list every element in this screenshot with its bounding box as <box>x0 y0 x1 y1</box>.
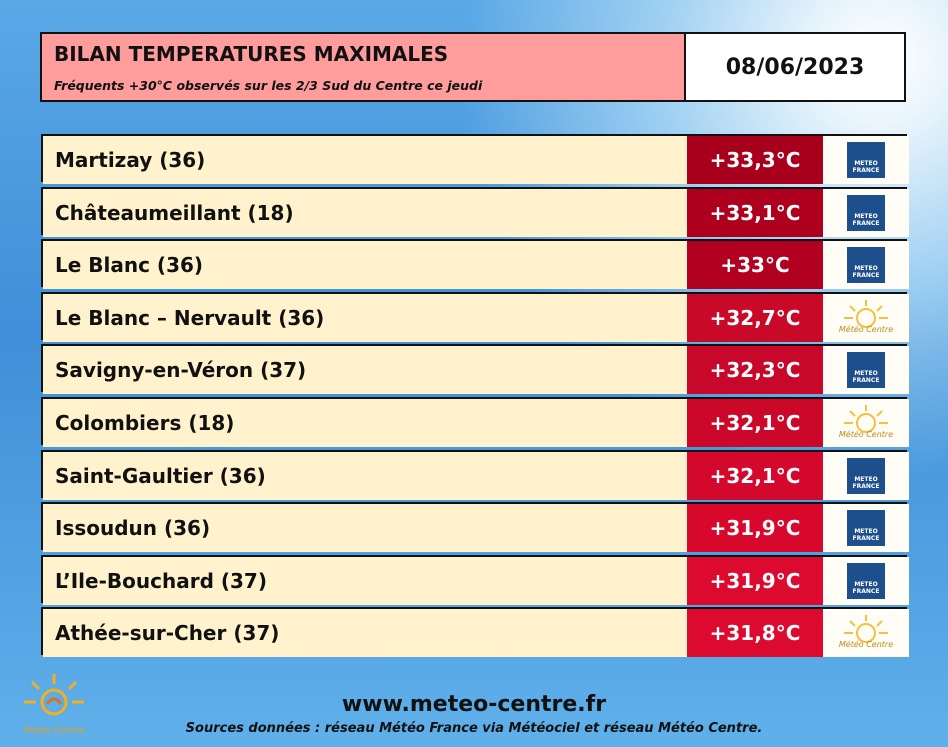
station: Le Blanc (36) <box>43 241 699 290</box>
source-logo: METEO FRANCE <box>823 136 909 184</box>
meteo-france-logo: METEO FRANCE <box>847 352 885 389</box>
source-logo: METEO FRANCE <box>823 451 909 500</box>
temperature: +33,3°C <box>687 136 823 184</box>
source-logo: METEO FRANCE <box>823 241 909 290</box>
sun-icon <box>24 674 84 716</box>
meteo-france-logo: METEO FRANCE <box>847 194 885 231</box>
source-logo: Météo Centre <box>823 609 909 658</box>
temperature: +31,8°C <box>687 609 823 658</box>
station: Saint-Gaultier (36) <box>43 451 699 500</box>
row: Le Blanc (36) +33°C METEO FRANCE <box>41 239 909 290</box>
meteo-france-logo: METEO FRANCE <box>847 562 885 599</box>
sun-icon <box>844 405 888 433</box>
meteo-france-logo: METEO FRANCE <box>847 247 885 284</box>
station: Issoudun (36) <box>43 504 699 553</box>
temperature: +31,9°C <box>687 504 823 553</box>
meteo-centre-logo: Météo Centre <box>836 613 896 653</box>
logo-text: Météo Centre <box>838 430 894 439</box>
source-logo: Météo Centre <box>823 399 909 447</box>
row: Issoudun (36) +31,9°C METEO FRANCE <box>41 502 909 553</box>
station: Athée-sur-Cher (37) <box>43 609 699 658</box>
date: 08/06/2023 <box>684 32 906 102</box>
row: Athée-sur-Cher (37) +31,8°C Météo Centre <box>41 607 909 658</box>
station: Châteaumeillant (18) <box>43 188 699 237</box>
logo-text: Météo Centre <box>838 324 894 334</box>
subtitle: Fréquents +30°C observés sur les 2/3 Sud… <box>54 78 483 93</box>
temperature: +31,9°C <box>687 556 823 605</box>
sun-icon <box>844 615 888 644</box>
logo-text: Météo Centre <box>23 726 85 736</box>
station: Martizay (36) <box>43 136 699 184</box>
title: BILAN TEMPERATURES MAXIMALES <box>54 42 449 66</box>
temperature: +32,3°C <box>687 346 823 395</box>
source-logo: METEO FRANCE <box>823 188 909 237</box>
temperature: +33,1°C <box>687 188 823 237</box>
row: Martizay (36) +33,3°C METEO FRANCE <box>41 134 909 184</box>
row: Saint-Gaultier (36) +32,1°C METEO FRANCE <box>41 449 909 500</box>
row: Châteaumeillant (18) +33,1°C METEO FRANCE <box>41 186 909 237</box>
row: Le Blanc – Nervault (36) +32,7°C Météo Cen… <box>41 291 909 342</box>
station: Le Blanc – Nervault (36) <box>43 293 699 342</box>
source-logo: METEO FRANCE <box>823 556 909 605</box>
source-logo: METEO FRANCE <box>823 346 909 395</box>
row: Savigny-en-Véron (37) +32,3°C METEO FRANCE <box>41 344 909 395</box>
station: L’Ile-Bouchard (37) <box>43 556 699 605</box>
meteo-france-logo: METEO FRANCE <box>847 457 885 494</box>
temperature: +32,1°C <box>687 399 823 447</box>
row: L’Ile-Bouchard (37) +31,9°C METEO FRANCE <box>41 554 909 605</box>
header-banner: BILAN TEMPERATURES MAXIMALES Fréquents +… <box>40 32 686 102</box>
temperature: +32,1°C <box>687 451 823 500</box>
source-logo: METEO FRANCE <box>823 504 909 553</box>
row: Colombiers (18) +32,1°C Météo Centre <box>41 397 909 447</box>
temperature: +32,7°C <box>687 293 823 342</box>
website: www.meteo-centre.fr <box>341 692 607 717</box>
source-logo: Météo Centre <box>823 293 909 342</box>
station: Savigny-en-Véron (37) <box>43 346 699 395</box>
meteo-france-logo: METEO FRANCE <box>847 510 885 547</box>
station: Colombiers (18) <box>43 399 699 447</box>
temperature: +33°C <box>687 241 823 290</box>
corner-logo: Météo Centre <box>14 668 94 738</box>
meteo-centre-logo: Météo Centre <box>836 403 896 443</box>
logo-text: Météo Centre <box>838 640 894 650</box>
sources: Sources données : réseau Météo France vi… <box>185 721 763 736</box>
meteo-france-logo: METEO FRANCE <box>847 142 885 178</box>
meteo-centre-logo: Météo Centre <box>836 298 896 338</box>
sun-icon <box>844 299 888 328</box>
